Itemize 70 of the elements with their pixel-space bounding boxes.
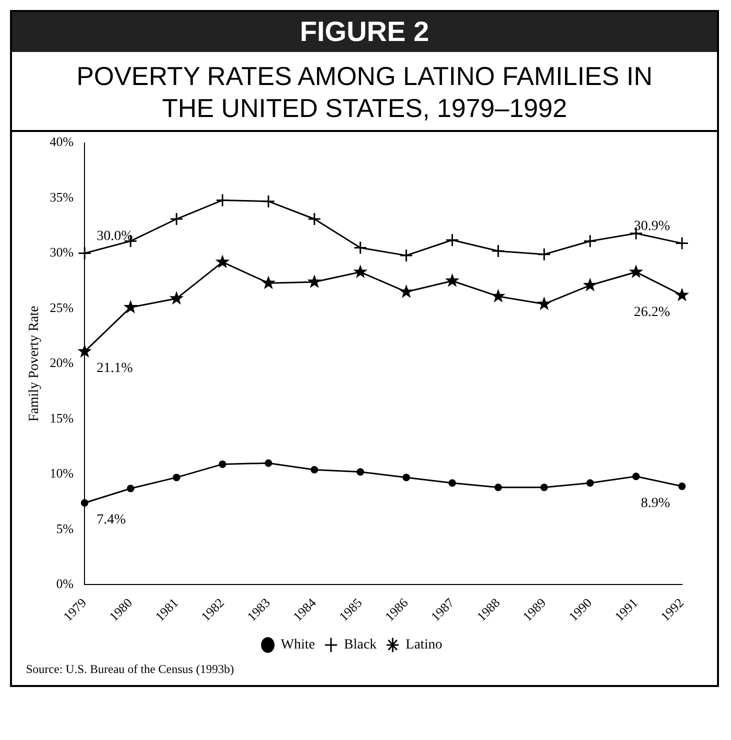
point	[308, 212, 322, 226]
y-axis-title: Family Poverty Rate	[27, 306, 42, 422]
point	[169, 291, 184, 305]
point	[540, 484, 548, 492]
point	[586, 479, 594, 487]
point	[537, 248, 551, 262]
point	[261, 276, 276, 290]
y-tick-label: 15%	[50, 410, 74, 426]
chart-subtitle: POVERTY RATES AMONG LATINO FAMILIES IN THE UNITED STATES, 1979–1992	[12, 52, 717, 132]
y-tick-label: 0%	[56, 576, 74, 592]
point	[582, 278, 598, 292]
x-tick-label: 1980	[106, 595, 136, 624]
point	[123, 300, 138, 314]
x-tick-label: 1979	[60, 595, 90, 624]
point	[356, 468, 364, 476]
annotation: 26.2%	[634, 304, 670, 320]
point	[310, 466, 318, 474]
point	[215, 254, 230, 268]
source-note: Source: U.S. Bureau of the Census (1993b)	[25, 662, 235, 678]
point	[262, 194, 276, 208]
point	[674, 288, 690, 302]
point	[307, 274, 322, 288]
annotation: 21.1%	[96, 361, 134, 376]
y-tick-label: 10%	[50, 466, 74, 481]
point	[126, 484, 134, 492]
point	[216, 193, 230, 207]
legend-label: Latino	[406, 638, 442, 653]
x-tick-label: 1989	[520, 595, 549, 624]
point	[628, 264, 644, 278]
point	[399, 284, 414, 298]
chart-title: FIGURE 2	[12, 12, 717, 52]
y-tick-label: 25%	[50, 300, 74, 315]
point	[172, 474, 180, 482]
annotation: 8.9%	[640, 496, 670, 511]
point	[445, 233, 459, 247]
point	[402, 474, 410, 482]
point	[537, 296, 552, 310]
point	[400, 248, 414, 262]
point	[445, 273, 460, 287]
y-tick-label: 40%	[50, 134, 74, 150]
point	[78, 246, 92, 260]
point	[583, 234, 597, 248]
point	[354, 240, 368, 254]
point	[491, 244, 505, 258]
point	[77, 344, 92, 358]
point	[678, 482, 686, 490]
point	[170, 212, 184, 226]
legend-label: White	[280, 638, 316, 653]
point	[353, 264, 368, 278]
point	[264, 459, 272, 467]
point	[491, 288, 506, 302]
annotation: 7.4%	[96, 512, 126, 528]
y-tick-label: 35%	[50, 189, 74, 204]
point	[448, 479, 456, 487]
annotation: 30.9%	[634, 218, 670, 234]
point	[218, 460, 226, 468]
x-tick-label: 1991	[612, 595, 641, 624]
point	[675, 236, 689, 250]
annotation: 30.0%	[96, 228, 134, 244]
legend-label: Black	[344, 638, 377, 653]
y-tick-label: 30%	[50, 244, 74, 260]
y-tick-label: 5%	[56, 520, 74, 536]
y-tick-label: 20%	[50, 355, 74, 370]
x-tick-label: 1982	[198, 595, 228, 624]
x-tick-label: 1992	[658, 595, 687, 624]
point	[80, 499, 88, 507]
x-tick-label: 1990	[566, 595, 595, 624]
point	[632, 472, 640, 480]
x-tick-label: 1981	[152, 595, 182, 624]
point	[494, 484, 502, 492]
